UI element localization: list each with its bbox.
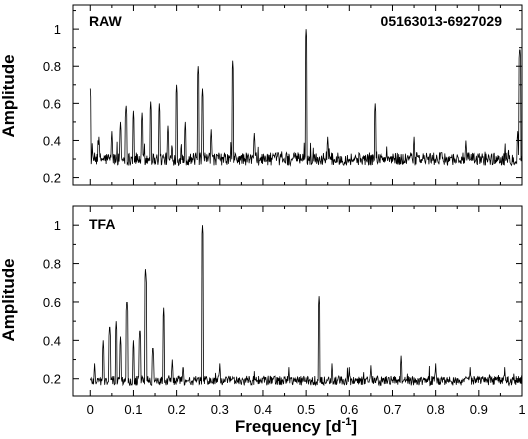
x-axis-title: Frequency [d-1] (235, 416, 357, 436)
raw-panel-label: RAW (89, 13, 122, 29)
x-tick-label: 0.1 (124, 402, 142, 417)
y-tick-label: 0.8 (43, 59, 61, 74)
y-tick-label: 0.4 (43, 133, 61, 148)
x-tick-label: 0.9 (470, 402, 488, 417)
y-tick-label: 1 (54, 218, 61, 233)
x-tick-label: 1 (518, 402, 525, 417)
tfa-plot-frame (72, 205, 523, 397)
x-tick-label: 0.6 (340, 402, 358, 417)
x-axis-title-exponent: -1 (342, 416, 352, 428)
raw-y-axis-title: Amplitude (0, 54, 18, 137)
raw-spectrum-line (89, 29, 523, 167)
y-tick-label: 0.8 (43, 257, 61, 272)
y-tick-label: 0.2 (43, 372, 61, 387)
y-tick-label: 0.4 (43, 333, 61, 348)
x-tick-label: 0.4 (254, 402, 272, 417)
star-id-annotation: 05163013-6927029 (381, 13, 503, 29)
raw-plot-frame (72, 4, 523, 186)
raw-panel: 0.2 0.4 0.6 0.8 1 RAW 05163013-6927029 Ampli… (0, 4, 523, 186)
tfa-panel-label: TFA (89, 216, 115, 232)
x-tick-label: 0 (87, 402, 94, 417)
x-tick-label: 0.7 (383, 402, 401, 417)
y-tick-label: 1 (54, 22, 61, 37)
y-tick-label: 0.6 (43, 96, 61, 111)
x-tick-label: 0.5 (297, 402, 315, 417)
tfa-panel: 0.2 0.4 0.6 0.8 1 0 0.1 0.2 0.3 0.4 0.5 0.6 0.7 0.8 0… (0, 205, 526, 436)
tfa-y-axis-title: Amplitude (0, 258, 18, 341)
x-tick-label: 0.2 (168, 402, 186, 417)
y-tick-label: 0.2 (43, 171, 61, 186)
x-axis-title-main: Frequency [d (235, 417, 342, 436)
x-axis-title-end: ] (351, 417, 357, 436)
x-tick-label: 0.8 (427, 402, 445, 417)
x-tick-label: 0.3 (211, 402, 229, 417)
tfa-spectrum-line (89, 225, 523, 387)
y-tick-label: 0.6 (43, 295, 61, 310)
